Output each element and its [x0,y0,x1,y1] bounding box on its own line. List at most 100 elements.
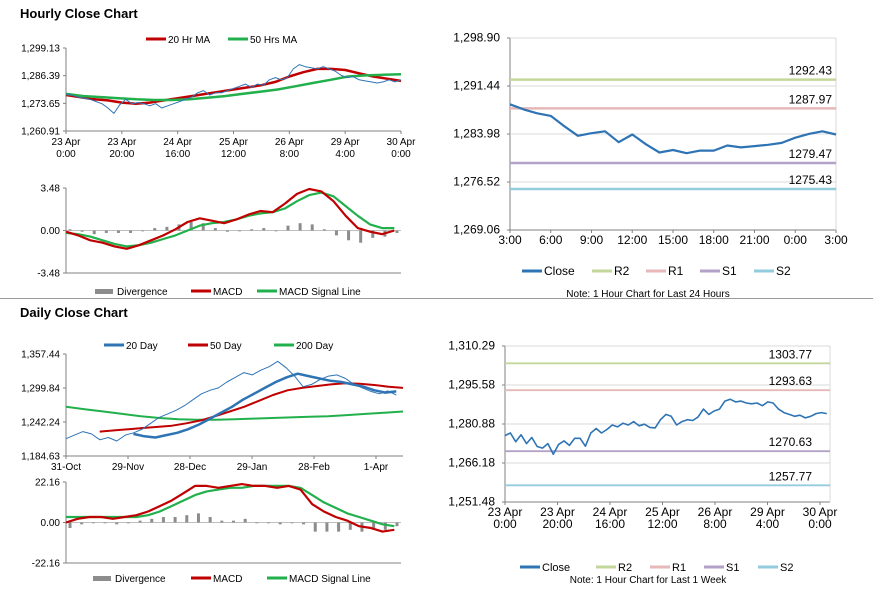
hourly_macd-y-tick-label: -3.48 [37,269,60,280]
hourly_pivot-y-tick-label: 1,291.44 [453,79,500,93]
hourly-divergence-bar [322,229,326,231]
daily_pivot-x-tick-label: 26 Apr [698,505,733,519]
daily_price-x-tick-label: 28-Feb [298,462,330,473]
hourly_price-y-tick-label: 1,273.65 [21,99,60,110]
daily-divergence-bar [267,522,271,524]
daily-macd-legend-label: Divergence [115,574,166,585]
daily-pivot-close-line [504,398,827,456]
hourly-price-legend-label: 50 Hrs MA [250,35,298,46]
daily_macd-y-tick-label: -22.16 [32,559,61,570]
daily_price-y-tick-label: 1,299.84 [21,384,60,395]
daily-divergence-bar [196,513,200,523]
hourly-macd-line [65,187,395,250]
daily-divergence-bar [337,522,341,532]
daily-macd-legend-label: MACD Signal Line [289,574,371,585]
hourly_price-x-tick-label: 23 Apr [52,137,82,148]
daily-divergence-bar [255,522,259,524]
daily-pivot-s2-label: 1257.77 [769,469,813,483]
daily-50day-line [99,382,404,433]
daily_pivot-x-tick-label: 20:00 [542,517,572,531]
daily-divergence-bar [138,520,142,523]
hourly-divergence-bar [201,223,205,231]
hourly-pivot-s1-label: 1279.47 [789,147,833,161]
daily-divergence-bar [232,520,235,523]
daily_pivot-y-tick-label: 1,310.29 [448,339,495,353]
daily-pivot-legend-label: S1 [726,562,739,574]
hourly-divergence-bar [153,228,157,231]
hourly_pivot-x-tick-label: 15:00 [658,233,688,247]
hourly-divergence-bar [165,226,169,231]
daily-divergence-bar [395,522,399,527]
hourly_price-x-tick-label: 23 Apr [107,137,137,148]
daily-divergence-bar [115,522,119,525]
hourly_price-x-tick-label: 24 Apr [163,137,193,148]
hourly-divergence-bar [68,229,72,231]
hourly-divergence-bar [238,230,242,232]
hourly-close-line [65,64,402,114]
daily-divergence-bar [91,522,95,524]
daily_pivot-x-tick-label: 29 Apr [750,505,785,519]
daily-200day-line [65,405,404,421]
daily_pivot-x-tick-label: 23 Apr [488,505,523,519]
daily_pivot-y-tick-label: 1,280.88 [448,417,495,431]
hourly-divergence-bar [141,230,145,232]
hourly-macd-legend-label: Divergence [117,287,168,298]
daily-divergence-bar [68,522,72,528]
daily-divergence-bar [185,515,189,523]
hourly-divergence-bar [80,230,84,232]
hourly-pivot-legend-label: R1 [668,264,684,278]
hourly-divergence-bar [395,230,399,233]
daily-pivot-legend-label: R1 [672,562,686,574]
daily_pivot-y-tick-label: 1,266.18 [448,456,495,470]
daily-20day-line [133,372,397,439]
hourly_price-x-tick-label: 0:00 [391,149,411,160]
daily-pivot-legend-label: R2 [618,562,632,574]
hourly-divergence-bar [310,224,314,231]
daily-macd-legend-label: MACD [213,574,242,585]
hourly-divergence-bar [213,228,217,231]
daily_pivot-x-tick-label: 24 Apr [593,505,628,519]
hourly-divergence-bar [116,230,120,233]
daily-divergence-bar [383,522,387,530]
daily-divergence-bar [290,522,294,524]
hourly-divergence-bar [129,230,133,233]
daily-divergence-bar [103,522,107,524]
hourly_pivot-x-tick-label: 21:00 [739,233,769,247]
hourly_pivot-x-tick-label: 12:00 [617,233,647,247]
daily_pivot-y-tick-label: 1,295.58 [448,378,495,392]
hourly_price-x-tick-label: 29 Apr [331,137,361,148]
hourly-divergence-bar [250,229,254,231]
daily-pivot-legend-label: Close [542,562,570,574]
daily-price-legend-label: 20 Day [126,341,158,352]
hourly_price-x-tick-label: 25 Apr [219,137,249,148]
hourly-50hr-ma-line [65,73,402,102]
hourly-divergence-bar [334,230,338,236]
hourly-divergence-bar [104,230,108,233]
hourly_pivot-x-tick-label: 0:00 [784,233,808,247]
daily_pivot-x-tick-label: 25 Apr [645,505,680,519]
daily_price-x-tick-label: 29-Jan [237,462,268,473]
daily_pivot-x-tick-label: 12:00 [647,517,677,531]
daily_macd-y-tick-label: 22.16 [35,478,60,489]
daily-divergence-bar [325,522,329,532]
daily-pivot-r2-label: 1303.77 [769,347,813,361]
daily_pivot-x-tick-label: 4:00 [756,517,780,531]
hourly_pivot-x-tick-label: 9:00 [580,233,604,247]
daily-divergence-bar [80,522,84,525]
hourly_pivot-x-tick-label: 3:00 [824,233,848,247]
hourly_pivot-y-tick-label: 1,269.06 [453,223,500,237]
daily_pivot-x-tick-label: 23 Apr [540,505,575,519]
hourly_price-x-tick-label: 26 Apr [275,137,305,148]
hourly_price-y-tick-label: 1,286.39 [21,71,60,82]
hourly-pivot-note: Note: 1 Hour Chart for Last 24 Hours [566,289,729,300]
hourly_price-x-tick-label: 30 Apr [387,137,417,148]
daily-divergence-bar [348,522,352,530]
hourly_macd-y-tick-label: 0.00 [41,226,61,237]
hourly_pivot-x-tick-label: 6:00 [539,233,563,247]
daily_macd-y-tick-label: 0.00 [41,518,61,529]
daily-divergence-bar [278,522,282,525]
daily-divergence-bar [313,522,317,532]
hourly-pivot-legend-label: S2 [776,264,791,278]
daily_price-y-tick-label: 1,357.44 [21,350,60,361]
